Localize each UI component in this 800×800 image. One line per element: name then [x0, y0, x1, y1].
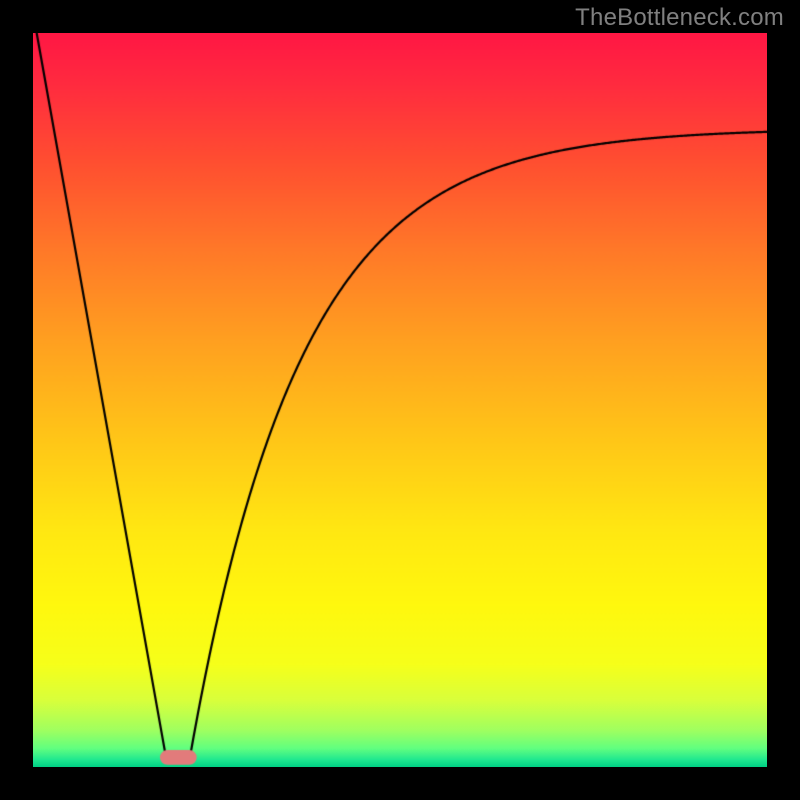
gradient-plot [33, 33, 767, 767]
watermark-label: TheBottleneck.com [575, 4, 784, 32]
